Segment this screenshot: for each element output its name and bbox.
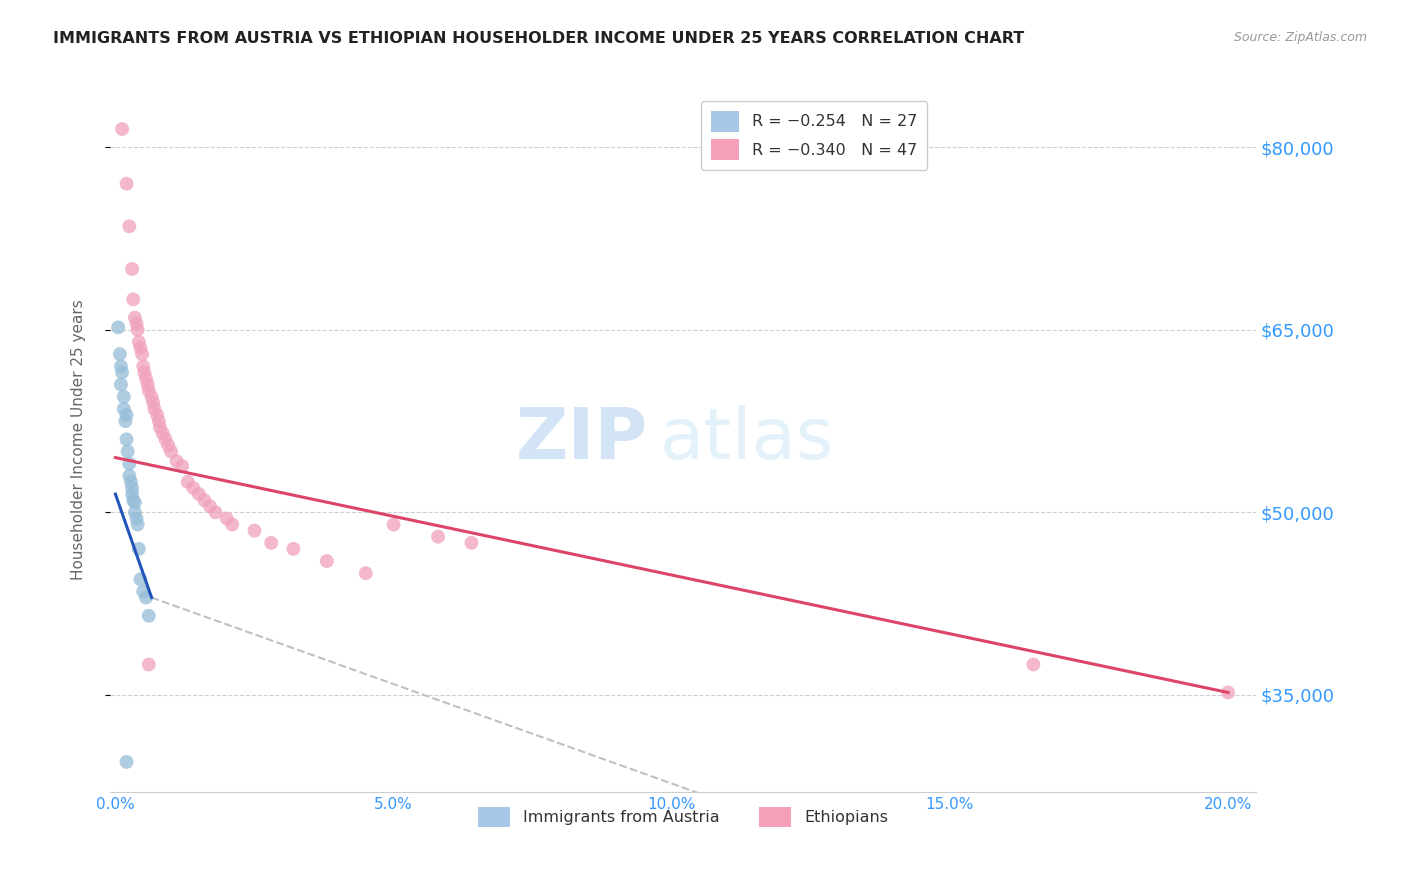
Point [160, 444, 183, 458]
Point [152, 426, 174, 441]
Text: Source: ZipAtlas.com: Source: ZipAtlas.com [1233, 31, 1367, 45]
Point [138, 384, 160, 398]
Point [460, 536, 482, 550]
Point [134, 365, 156, 379]
Point [204, 505, 226, 519]
Point [118, 457, 141, 471]
Point [121, 481, 143, 495]
Point [135, 591, 157, 605]
Point [146, 408, 169, 422]
Point [141, 390, 163, 404]
Point [149, 420, 172, 434]
Point [354, 566, 377, 581]
Point [138, 657, 160, 672]
Point [221, 517, 243, 532]
Point [166, 454, 188, 468]
Point [148, 414, 170, 428]
Point [315, 554, 337, 568]
Point [142, 396, 165, 410]
Point [111, 122, 134, 136]
Point [124, 505, 146, 519]
Point [127, 323, 149, 337]
Point [172, 459, 194, 474]
Point [177, 475, 200, 489]
Point [117, 444, 139, 458]
Point [427, 530, 450, 544]
Point [118, 219, 141, 234]
Point [215, 511, 238, 525]
Point [115, 755, 138, 769]
Point [124, 495, 146, 509]
Point [112, 401, 135, 416]
Point [187, 487, 209, 501]
Point [135, 371, 157, 385]
Point [107, 320, 129, 334]
Point [132, 584, 155, 599]
Point [1022, 657, 1045, 672]
Point [120, 475, 142, 489]
Point [124, 310, 146, 325]
Point [121, 261, 143, 276]
Point [115, 408, 138, 422]
Point [110, 377, 132, 392]
Point [157, 438, 180, 452]
Point [115, 433, 138, 447]
Text: ZIP: ZIP [516, 405, 648, 474]
Point [136, 377, 159, 392]
Point [243, 524, 266, 538]
Point [125, 317, 148, 331]
Point [108, 347, 131, 361]
Point [122, 493, 145, 508]
Point [121, 487, 143, 501]
Point [125, 511, 148, 525]
Point [115, 177, 138, 191]
Point [110, 359, 132, 374]
Point [127, 517, 149, 532]
Point [128, 541, 150, 556]
Point [283, 541, 305, 556]
Point [131, 347, 153, 361]
Point [129, 572, 152, 586]
Text: atlas: atlas [659, 405, 834, 474]
Point [138, 608, 160, 623]
Legend: Immigrants from Austria, Ethiopians: Immigrants from Austria, Ethiopians [471, 800, 894, 834]
Point [118, 468, 141, 483]
Point [193, 493, 215, 508]
Point [1216, 685, 1239, 699]
Point [122, 293, 145, 307]
Point [181, 481, 204, 495]
Point [155, 433, 177, 447]
Y-axis label: Householder Income Under 25 years: Householder Income Under 25 years [72, 299, 86, 580]
Point [382, 517, 405, 532]
Point [143, 401, 166, 416]
Point [198, 500, 221, 514]
Point [260, 536, 283, 550]
Point [132, 359, 155, 374]
Point [111, 365, 134, 379]
Point [128, 334, 150, 349]
Point [112, 390, 135, 404]
Point [129, 341, 152, 355]
Text: IMMIGRANTS FROM AUSTRIA VS ETHIOPIAN HOUSEHOLDER INCOME UNDER 25 YEARS CORRELATI: IMMIGRANTS FROM AUSTRIA VS ETHIOPIAN HOU… [53, 31, 1025, 46]
Point [114, 414, 136, 428]
